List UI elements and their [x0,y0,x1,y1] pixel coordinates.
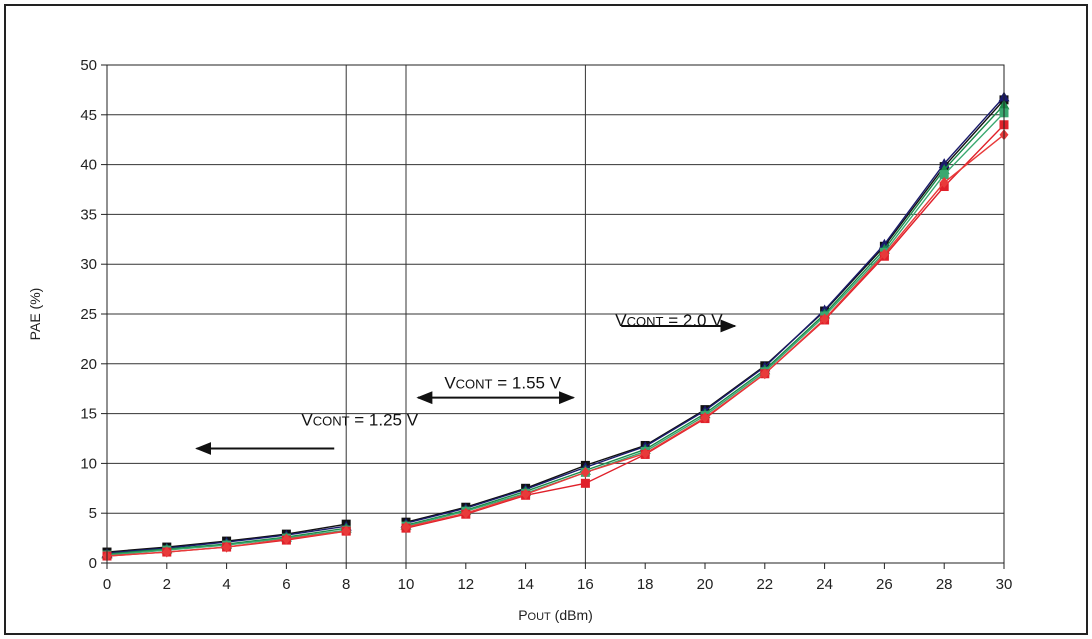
x-axis-label: POUT (dBm) [518,607,593,623]
y-tick-label: 0 [89,555,97,572]
series-1 [101,91,1010,558]
x-tick-label: 2 [163,576,171,593]
y-tick-label: 25 [80,306,97,323]
series-layer [101,91,1010,562]
y-axis-label: PAE (%) [27,288,43,341]
series-line [405,134,1005,528]
x-tick-label: 4 [222,576,230,593]
x-tick-label: 16 [577,576,594,593]
data-point-diamond [281,533,291,545]
y-tick-label: 15 [80,406,97,423]
x-tick-label: 6 [282,576,290,593]
data-point-diamond [640,447,650,459]
data-point-diamond [341,525,351,537]
vcont-value: = 1.55 V [493,374,562,393]
x-tick-label: 28 [936,576,953,593]
series-3 [102,108,1009,560]
data-point-diamond [461,507,471,519]
y-tick-label: 20 [80,356,97,373]
vcont-main: V [615,311,627,330]
x-tick-label: 14 [517,576,534,593]
data-point-diamond [580,466,590,478]
x-tick-label: 22 [756,576,773,593]
y-tick-label: 45 [80,107,97,124]
x-axis-label-sub: OUT [528,611,552,623]
vcont-value: = 2.0 V [663,311,723,330]
x-tick-label: 26 [876,576,893,593]
x-tick-label: 24 [816,576,833,593]
y-tick-label: 50 [80,57,97,74]
x-tick-label: 8 [342,576,350,593]
x-tick-label: 30 [996,576,1013,593]
series-4 [102,120,1009,561]
chart-frame [4,4,1088,635]
data-point-square [580,478,590,488]
vcont-annotation: VCONT = 1.55 V [416,374,576,405]
y-tick-label: 35 [80,206,97,223]
vcont-sub: CONT [456,377,493,392]
series-5 [102,129,1009,562]
x-tick-label: 18 [637,576,654,593]
vcont-annotation: VCONT = 2.0 V [615,311,737,333]
x-axis-label-main: P [518,607,527,623]
vcont-main: V [444,374,456,393]
y-tick-label: 5 [89,505,97,522]
y-tick-label: 40 [80,157,97,174]
x-tick-label: 10 [398,576,415,593]
x-axis-label-unit: (dBm) [551,607,593,623]
data-point-diamond [820,313,830,325]
vcont-label: VCONT = 2.0 V [615,311,723,330]
vcont-label: VCONT = 1.25 V [301,411,418,430]
x-tick-label: 20 [697,576,714,593]
x-tick-label: 0 [103,576,111,593]
data-point-diamond [939,177,949,189]
data-point-diamond [700,412,710,424]
data-point-diamond [162,546,172,558]
y-tick-label: 10 [80,455,97,472]
data-point-diamond [879,248,889,260]
grid-layer [107,64,1004,564]
data-point-diamond [401,521,411,533]
plot-area-border [106,64,1005,564]
vcont-sub: CONT [313,414,350,429]
vcont-main: V [301,411,313,430]
x-tick-label: 12 [457,576,474,593]
vcont-value: = 1.25 V [350,411,419,430]
y-tick-label: 30 [80,256,97,273]
vcont-label: VCONT = 1.55 V [444,374,561,393]
vcont-annotation: VCONT = 1.25 V [195,411,419,455]
data-point-diamond [521,488,531,500]
data-point-square [939,170,949,180]
data-point-diamond [760,368,770,380]
data-point-diamond [222,541,232,553]
